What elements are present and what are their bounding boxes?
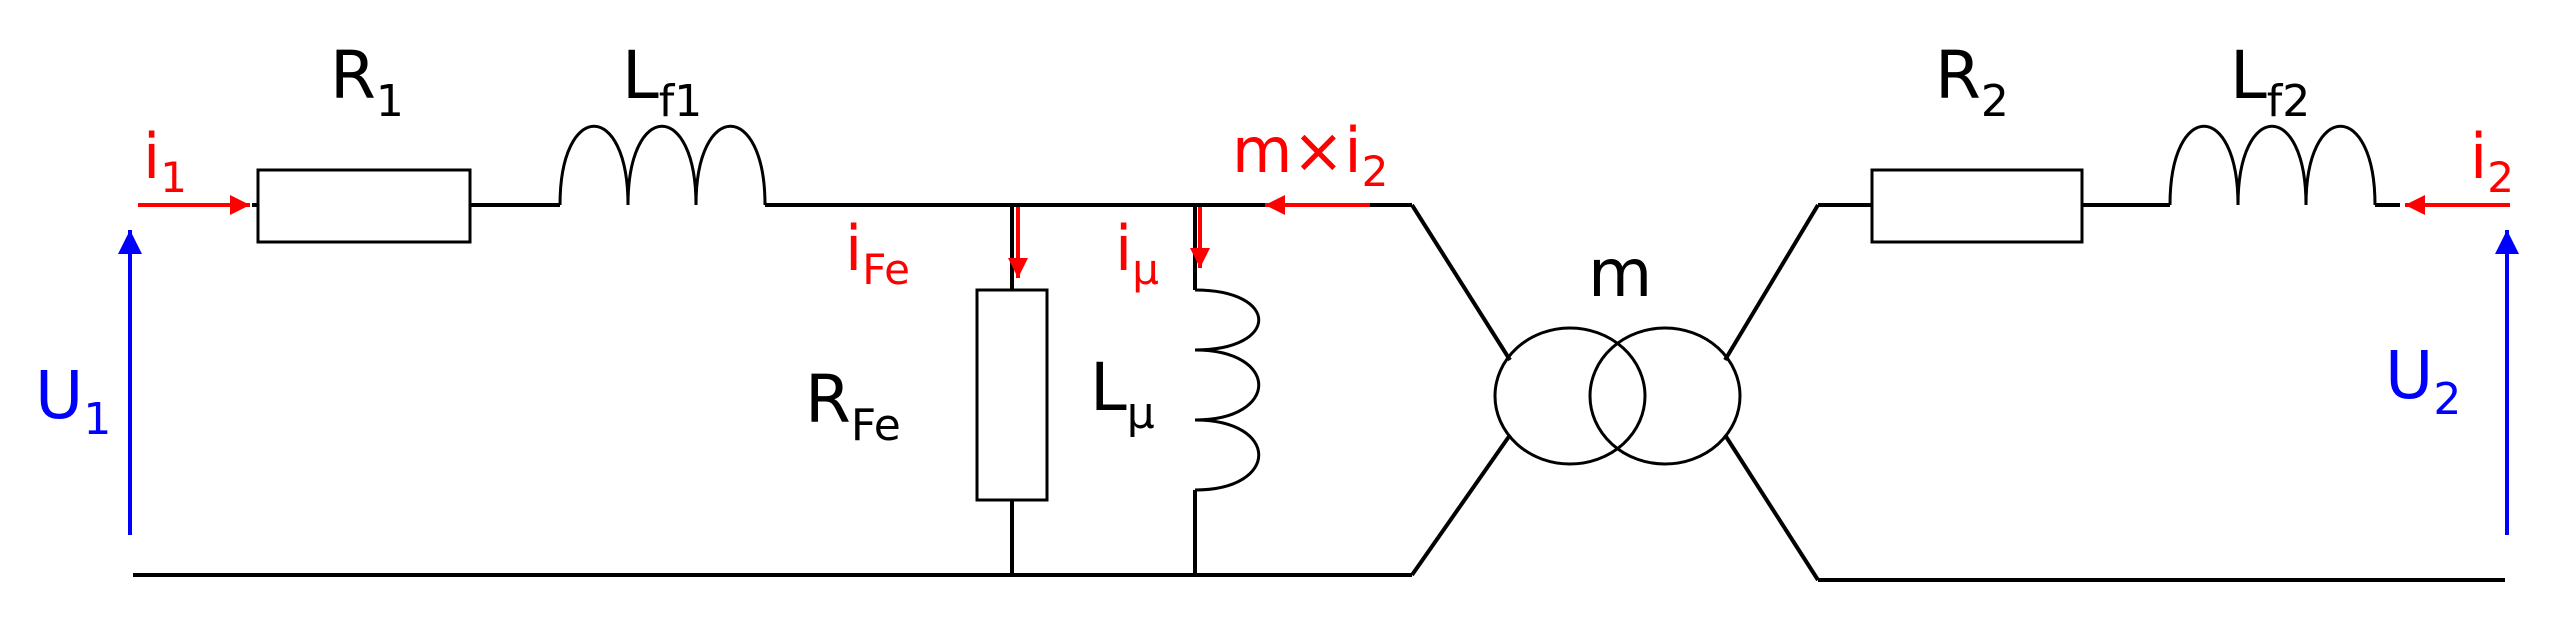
label-i1: i1 — [143, 120, 187, 202]
label-r1: R1 — [330, 37, 404, 127]
label-ife: iFe — [845, 212, 910, 294]
label-lf1: Lf1 — [622, 37, 702, 127]
label-m: m — [1588, 235, 1652, 312]
label-u2: U2 — [2385, 337, 2461, 425]
resistor-r1 — [256, 168, 472, 244]
label-r2: R2 — [1935, 37, 2009, 127]
primary-wiring — [133, 203, 1512, 577]
label-i2: i2 — [2470, 120, 2514, 202]
label-mi2: m×i2 — [1232, 114, 1388, 196]
shunt-branch-lmu — [1193, 205, 1261, 575]
secondary-wiring — [1723, 203, 2505, 582]
label-rfe: RFe — [805, 361, 901, 451]
ideal-transformer — [1493, 326, 1742, 466]
inductor-lf1 — [558, 125, 767, 206]
shunt-branch-rfe — [975, 205, 1049, 575]
inductor-lf2 — [2168, 125, 2377, 206]
label-lmu: Lμ — [1090, 349, 1155, 439]
resistor-rfe — [975, 288, 1049, 502]
label-lf2: Lf2 — [2230, 37, 2310, 127]
resistor-r2 — [1870, 168, 2084, 244]
label-u1: U1 — [35, 357, 111, 445]
inductor-lmu — [1194, 288, 1261, 492]
label-imu: iμ — [1115, 212, 1159, 294]
